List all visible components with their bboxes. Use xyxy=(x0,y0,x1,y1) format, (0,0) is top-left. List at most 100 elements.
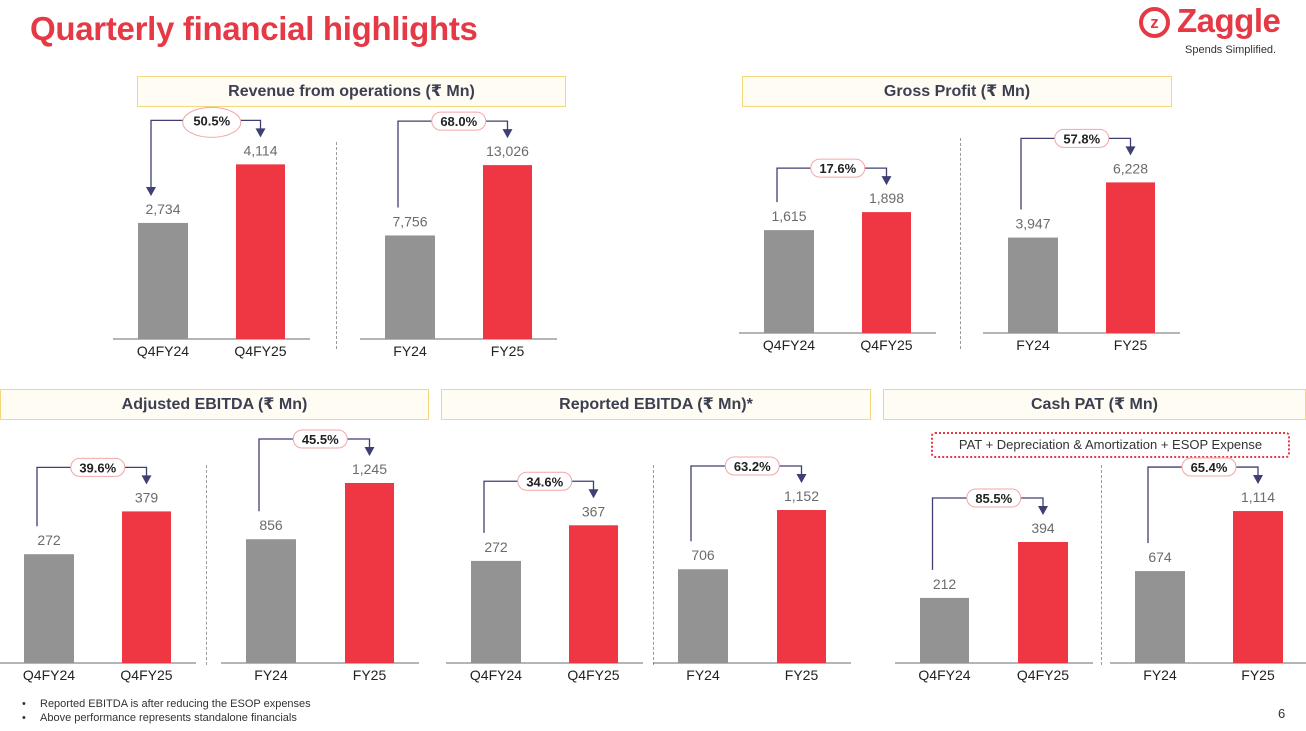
growth-badge xyxy=(1181,457,1237,477)
bar-value-label: 379 xyxy=(135,489,159,505)
chart-rep-quarter: 272 Q4FY24 367 Q4FY25 34.6% xyxy=(446,471,643,683)
growth-label: 34.6% xyxy=(526,474,563,489)
category-label: Q4FY25 xyxy=(567,667,619,683)
category-label: FY25 xyxy=(491,343,525,359)
bar-prior xyxy=(471,560,521,663)
bar-prior xyxy=(24,554,74,663)
category-label: Q4FY25 xyxy=(860,337,912,353)
growth-badge xyxy=(70,457,126,477)
footnote-item: Reported EBITDA is after reducing the ES… xyxy=(22,697,311,711)
header-revenue: Revenue from operations (₹ Mn) xyxy=(137,76,566,107)
category-label: FY25 xyxy=(785,667,819,683)
bar-value-label: 6,228 xyxy=(1113,160,1148,176)
divider-adjusted-ebitda xyxy=(206,465,207,665)
bar-value-label: 706 xyxy=(691,547,715,563)
growth-label: 45.5% xyxy=(302,432,339,447)
bar-prior xyxy=(920,597,969,663)
chart-cash-quarter: 212 Q4FY24 394 Q4FY25 85.5% xyxy=(895,488,1093,683)
growth-arrow-head xyxy=(588,489,599,499)
growth-arrow-head xyxy=(1038,506,1048,516)
category-label: FY24 xyxy=(393,343,427,359)
growth-badge xyxy=(431,111,487,131)
zaggle-mark-icon: z xyxy=(1139,7,1170,38)
growth-arrow-head xyxy=(796,474,807,484)
bar-value-label: 1,152 xyxy=(784,488,819,504)
footnotes: Reported EBITDA is after reducing the ES… xyxy=(22,697,311,725)
chart-adj-year: 856 FY24 1,245 FY25 45.5% xyxy=(221,429,419,683)
zaggle-logo: z Zaggle Spends Simplified. xyxy=(1135,2,1295,59)
bar-value-label: 1,245 xyxy=(352,461,387,477)
category-label: Q4FY24 xyxy=(470,667,522,683)
growth-badge xyxy=(1054,128,1110,148)
header-gross-profit: Gross Profit (₹ Mn) xyxy=(742,76,1172,107)
chart-adj-quarter: 272 Q4FY24 379 Q4FY25 39.6% xyxy=(0,457,196,683)
growth-label: 63.2% xyxy=(734,459,771,474)
bar-current xyxy=(1018,542,1068,663)
growth-label: 57.8% xyxy=(1063,131,1100,146)
bar-prior xyxy=(246,539,296,663)
category-label: FY25 xyxy=(1114,337,1148,353)
divider-gross-profit xyxy=(960,138,961,349)
growth-badge xyxy=(517,471,573,491)
bar-value-label: 674 xyxy=(1148,549,1172,565)
growth-label: 65.4% xyxy=(1191,460,1228,475)
header-cash-pat: Cash PAT (₹ Mn) xyxy=(883,389,1306,420)
bar-prior xyxy=(1008,237,1058,333)
category-label: Q4FY25 xyxy=(234,343,286,359)
bar-prior xyxy=(385,235,435,339)
growth-arrow-head xyxy=(1125,146,1136,156)
logo-tagline: Spends Simplified. xyxy=(1185,44,1277,56)
growth-arrow-head xyxy=(255,128,266,138)
bar-value-label: 1,114 xyxy=(1241,489,1275,505)
category-label: FY24 xyxy=(254,667,288,683)
chart-cash-year: 674 FY24 1,114 FY25 65.4% xyxy=(1110,457,1306,683)
growth-arrow-head xyxy=(1253,475,1263,485)
bar-value-label: 394 xyxy=(1031,520,1055,536)
page-title: Quarterly financial highlights xyxy=(30,10,478,47)
divider-reported-ebitda xyxy=(653,465,654,665)
category-label: FY24 xyxy=(1016,337,1050,353)
chart-revenue-quarter: 2,734 Q4FY24 4,114 Q4FY25 50.5% xyxy=(113,106,310,359)
bar-value-label: 7,756 xyxy=(392,213,427,229)
category-label: FY24 xyxy=(686,667,720,683)
header-reported-ebitda: Reported EBITDA (₹ Mn)* xyxy=(441,389,871,420)
category-label: Q4FY24 xyxy=(137,343,189,359)
chart-gp-year: 3,947 FY24 6,228 FY25 57.8% xyxy=(983,128,1180,353)
chart-rep-year: 706 FY24 1,152 FY25 63.2% xyxy=(653,456,851,683)
bar-value-label: 272 xyxy=(37,532,61,548)
category-label: FY25 xyxy=(353,667,387,683)
growth-badge xyxy=(292,429,348,449)
page-number: 6 xyxy=(1278,706,1286,721)
chart-gp-quarter: 1,615 Q4FY24 1,898 Q4FY25 17.6% xyxy=(739,158,936,353)
growth-label: 50.5% xyxy=(193,113,230,128)
bar-current xyxy=(1106,182,1155,333)
bar-current xyxy=(122,511,171,663)
growth-label: 85.5% xyxy=(975,491,1012,506)
header-adjusted-ebitda: Adjusted EBITDA (₹ Mn) xyxy=(0,389,429,420)
bar-value-label: 3,947 xyxy=(1015,216,1050,232)
bar-value-label: 856 xyxy=(259,517,283,533)
growth-arrow-head xyxy=(881,176,892,186)
bar-prior xyxy=(1135,571,1185,663)
growth-badge xyxy=(966,488,1022,508)
bar-current xyxy=(1233,511,1283,663)
growth-badge xyxy=(724,456,780,476)
bar-value-label: 13,026 xyxy=(486,143,529,159)
growth-badge xyxy=(182,106,242,138)
bar-value-label: 1,898 xyxy=(869,190,904,206)
category-label: Q4FY25 xyxy=(1017,667,1069,683)
bar-prior xyxy=(138,222,188,339)
category-label: FY25 xyxy=(1241,667,1275,683)
bar-value-label: 4,114 xyxy=(244,142,278,158)
bar-current xyxy=(569,525,618,663)
chart-revenue-year: 7,756 FY24 13,026 FY25 68.0% xyxy=(360,111,557,359)
bar-current xyxy=(236,164,285,339)
bar-value-label: 212 xyxy=(933,576,957,592)
growth-arrow-head xyxy=(502,129,513,139)
bar-value-label: 2,734 xyxy=(145,201,180,217)
growth-label: 17.6% xyxy=(819,161,856,176)
bar-value-label: 367 xyxy=(582,503,606,519)
bar-current xyxy=(777,510,826,663)
growth-badge xyxy=(810,158,866,178)
